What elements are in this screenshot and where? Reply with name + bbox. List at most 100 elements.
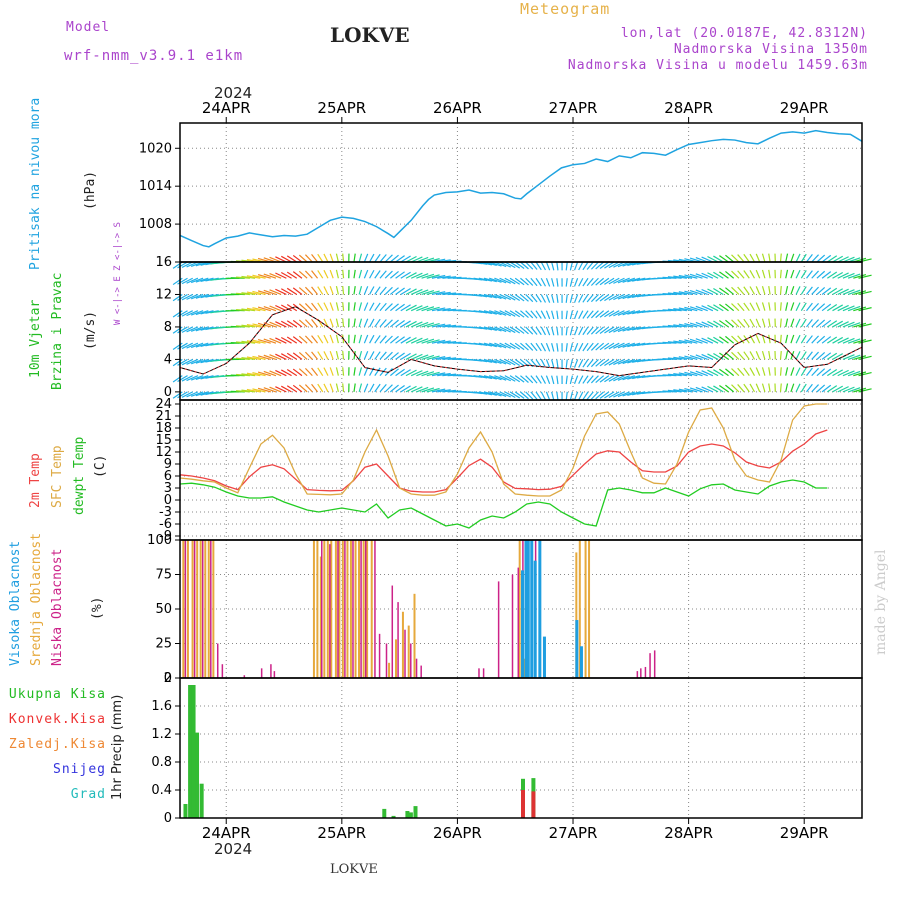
wind-barb [627, 342, 641, 348]
wind-barb [806, 367, 813, 377]
wind-barb [556, 359, 559, 368]
precip-conv-bar [531, 791, 536, 818]
cloud-mid-bar [199, 540, 202, 678]
wind-barb [737, 319, 745, 328]
wind-barb [509, 326, 521, 334]
wind-barb [177, 277, 188, 285]
wind-barb [292, 384, 303, 393]
wind-barb [257, 355, 271, 360]
wind-barb [504, 261, 516, 269]
cloud-low-bar [243, 675, 246, 678]
wind-barb [369, 269, 375, 279]
wind-barb [195, 342, 209, 348]
wind-barb [590, 294, 599, 303]
wind-barb [535, 342, 542, 352]
wind-barb [768, 253, 771, 263]
wind-barb [530, 375, 538, 384]
cloud-low-bar [397, 602, 399, 678]
wind-barb [617, 293, 630, 300]
wind-barb [195, 375, 209, 381]
wind-barb [779, 302, 782, 311]
wind-barb [241, 308, 256, 312]
wind-barb [761, 350, 766, 360]
wind-barb [323, 383, 329, 393]
wind-barb [719, 255, 729, 263]
wind-barb [190, 375, 204, 381]
wind-barb [181, 277, 193, 285]
wind-barb [569, 294, 574, 303]
wind-barb [342, 253, 345, 263]
wind-barb [499, 326, 511, 333]
wind-barb [483, 326, 497, 331]
wind-barb [826, 385, 838, 393]
wind-barb [540, 391, 547, 401]
wind-barb [545, 326, 551, 336]
wind-barb [785, 302, 789, 311]
wind-barb [573, 278, 579, 287]
wind-barb [689, 354, 703, 360]
wind-barb [342, 286, 345, 295]
wind-barb [358, 269, 363, 279]
precip-legend-item: Konvek.Kisa [8, 712, 106, 727]
wind-barb [177, 391, 188, 399]
cloud-mid-bar [578, 540, 581, 678]
wind-barb [405, 385, 417, 393]
wind-barb [617, 342, 630, 349]
wind-barb [662, 276, 677, 279]
wind-barb [275, 337, 287, 344]
wind-barb [525, 391, 534, 400]
wind-barb [426, 274, 440, 279]
wind-barb [578, 277, 584, 287]
y-tick-label: 4 [164, 352, 172, 367]
cloud-mid-bar [319, 556, 322, 678]
wind-barb [779, 334, 782, 344]
wind-barb [483, 375, 497, 380]
wind-barb [795, 351, 801, 360]
wind-barb [286, 385, 298, 393]
wind-barb [725, 368, 735, 377]
wind-barb [292, 271, 303, 279]
wind-barb [483, 358, 497, 364]
wind-barb [837, 256, 849, 263]
wind-barb [400, 369, 411, 377]
wind-barb [335, 286, 339, 295]
wind-barb [275, 256, 287, 263]
wind-barb [298, 287, 308, 295]
wind-barb [743, 351, 750, 360]
date-label-bottom: 29APR [780, 824, 829, 842]
wind-barb [790, 334, 795, 344]
wind-barb [363, 367, 369, 376]
wind-barb [172, 375, 183, 383]
wind-barb [186, 277, 199, 284]
wind-barb [323, 334, 329, 344]
y-tick-label: 0 [164, 493, 172, 508]
wind-barb [800, 253, 807, 263]
y-tick-label: 12 [155, 445, 172, 460]
wind-barb [504, 326, 516, 334]
precip-total-bar [191, 685, 196, 818]
wind-barb [329, 334, 334, 344]
cloud-low-bar [391, 585, 394, 678]
wind-barb [599, 293, 610, 302]
wind-barb [200, 293, 214, 299]
wind-barb [395, 368, 405, 377]
wind-barb [569, 261, 574, 271]
wind-barb [374, 383, 381, 393]
wind-barb [599, 358, 610, 367]
wind-barb [442, 389, 457, 393]
wind-barb [405, 304, 417, 312]
wind-barb [695, 370, 708, 377]
wind-barb [499, 358, 511, 366]
wind-barb [821, 287, 832, 295]
wind-barb [821, 254, 832, 263]
wind-barb [311, 286, 319, 295]
wind-barb [263, 289, 277, 296]
wind-barb [662, 357, 677, 361]
cloud-low-bar [221, 664, 224, 678]
wind-barb [395, 384, 405, 393]
wind-barb [405, 320, 417, 328]
wind-barb [379, 384, 387, 393]
wind-barb [246, 291, 261, 296]
wind-barb [595, 375, 605, 384]
cloud-mid-bar [338, 540, 341, 678]
